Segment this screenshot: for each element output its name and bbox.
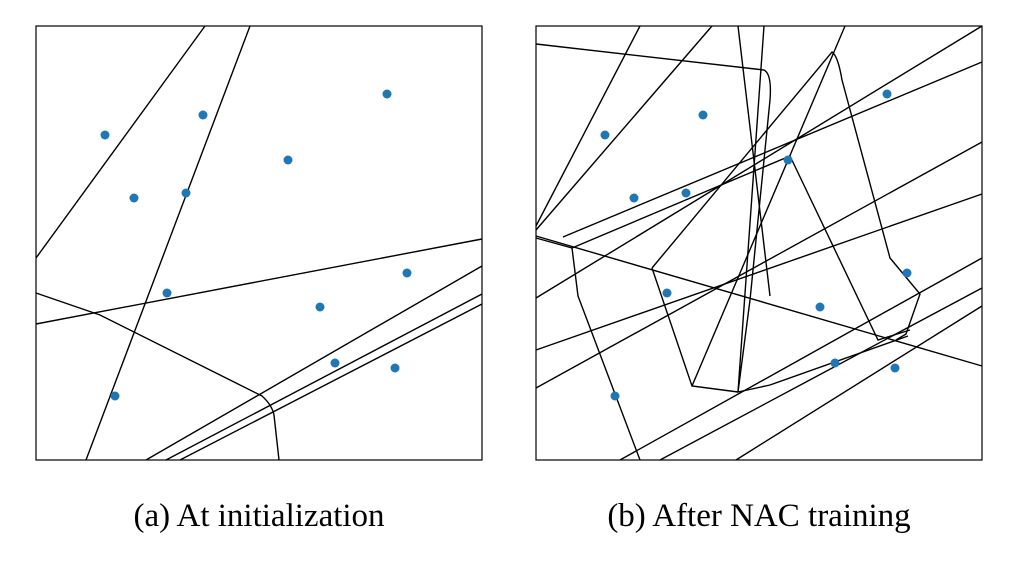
data-point [882,89,892,99]
panel-b-boundary-line [789,155,911,341]
panel-b-boundary-line [571,155,791,249]
panel-a-boundary-line [85,25,251,461]
data-point [198,110,208,120]
panel-b-boundary-line [535,235,983,367]
panel-b-boundary-line [735,305,983,461]
data-point [162,288,172,298]
panel-a-frame [35,25,483,461]
data-point [129,193,139,203]
panel-a-points [100,89,412,401]
panel-b-boundary-line [535,25,713,231]
panel-b-boundary-line [535,25,641,227]
data-point [382,89,392,99]
data-point [600,130,610,140]
panel-a-boundary-line [179,303,483,461]
panel-b-boundary-line [659,287,983,461]
panel-b-points [600,89,912,401]
panel-b-boundary-line [619,257,983,461]
panel-b-boundary-line [651,267,739,393]
panel-b-boundary-line [535,43,909,393]
panel-b-boundary-line [737,25,765,393]
data-point [629,193,639,203]
panel-b [535,25,983,461]
data-point [315,302,325,312]
data-point [402,268,412,278]
panel-b-boundary-line [691,25,846,387]
data-point [815,302,825,312]
data-point [783,155,793,165]
data-point [110,391,120,401]
panel-b-boundary-line [535,141,983,389]
panel-a-boundary-line [35,292,280,461]
panel-a-boundary-line [165,293,483,461]
panel-b-boundary-line [535,25,983,299]
data-point [890,363,900,373]
panel-a [35,25,483,461]
data-point [902,268,912,278]
data-point [283,155,293,165]
data-point [698,110,708,120]
panel-b-frame [535,25,983,461]
data-point [681,188,691,198]
panel-a-boundary-line [35,238,483,325]
data-point [181,188,191,198]
panel-b-boundary-line [535,193,983,351]
panel-b-boundary-line [562,61,983,238]
panel-a-boundary-line [35,25,206,259]
data-point [100,130,110,140]
panel-a-caption: (a) At initialization [133,498,385,534]
panel-a-boundary-line [145,265,483,461]
panel-b-caption: (b) After NAC training [607,498,911,534]
panel-a-boundaries [35,25,483,461]
data-point [830,358,840,368]
panel-b-boundaries [535,25,983,461]
data-point [330,358,340,368]
data-point [662,288,672,298]
panel-b-boundary-line [651,51,921,341]
data-point [610,391,620,401]
panel-b-boundary-line [535,237,641,461]
data-point [390,363,400,373]
